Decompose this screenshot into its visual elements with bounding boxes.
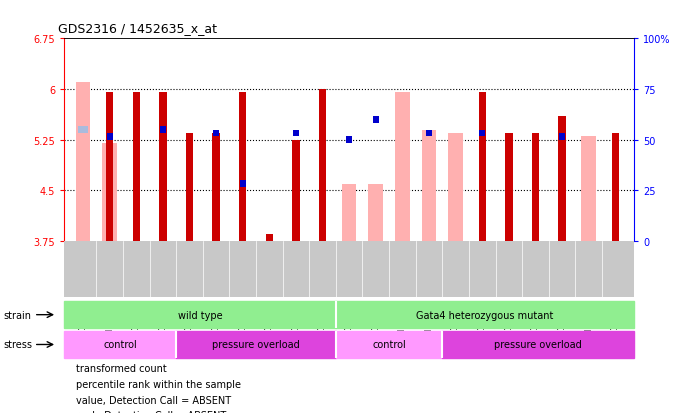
Bar bbox=[76, 83, 90, 242]
Text: wild type: wild type bbox=[178, 310, 222, 320]
Text: control: control bbox=[104, 339, 137, 350]
Bar bbox=[559, 117, 566, 242]
Bar bbox=[581, 137, 596, 242]
Bar bbox=[239, 93, 246, 242]
Bar bbox=[336, 301, 634, 328]
Bar bbox=[422, 131, 437, 242]
Bar bbox=[64, 301, 336, 328]
Bar bbox=[559, 134, 565, 140]
Bar bbox=[212, 134, 220, 242]
Text: Gata4 heterozygous mutant: Gata4 heterozygous mutant bbox=[416, 310, 553, 320]
Bar bbox=[159, 93, 167, 242]
Bar bbox=[373, 117, 379, 123]
Bar bbox=[106, 93, 113, 242]
Bar bbox=[368, 184, 383, 242]
Text: control: control bbox=[372, 339, 406, 350]
Bar bbox=[479, 93, 486, 242]
Text: GDS2316 / 1452635_x_at: GDS2316 / 1452635_x_at bbox=[58, 22, 217, 35]
Text: rank, Detection Call = ABSENT: rank, Detection Call = ABSENT bbox=[76, 411, 226, 413]
Text: stress: stress bbox=[3, 339, 33, 350]
Bar bbox=[292, 140, 300, 242]
Bar bbox=[342, 184, 357, 242]
Bar bbox=[176, 331, 336, 358]
Bar bbox=[186, 134, 193, 242]
Text: value, Detection Call = ABSENT: value, Detection Call = ABSENT bbox=[76, 395, 231, 405]
Bar bbox=[612, 134, 619, 242]
Text: pressure overload: pressure overload bbox=[494, 339, 582, 350]
Bar bbox=[346, 137, 352, 144]
Bar bbox=[395, 93, 410, 242]
Bar bbox=[106, 134, 113, 140]
Bar bbox=[293, 131, 299, 137]
Bar bbox=[479, 131, 485, 137]
Bar bbox=[266, 235, 273, 242]
Text: pressure overload: pressure overload bbox=[212, 339, 300, 350]
Bar bbox=[336, 331, 442, 358]
Bar bbox=[426, 131, 432, 137]
Bar bbox=[102, 144, 117, 242]
Bar bbox=[532, 134, 539, 242]
Bar bbox=[448, 134, 463, 242]
Bar bbox=[132, 93, 140, 242]
Bar bbox=[319, 90, 326, 242]
Text: strain: strain bbox=[3, 310, 31, 320]
Bar bbox=[213, 131, 219, 137]
Bar bbox=[505, 134, 513, 242]
Bar bbox=[442, 331, 634, 358]
Bar bbox=[78, 127, 88, 134]
Bar bbox=[64, 331, 176, 358]
Text: transformed count: transformed count bbox=[76, 363, 167, 373]
Bar bbox=[240, 181, 245, 188]
Text: percentile rank within the sample: percentile rank within the sample bbox=[76, 379, 241, 389]
Bar bbox=[160, 127, 166, 134]
